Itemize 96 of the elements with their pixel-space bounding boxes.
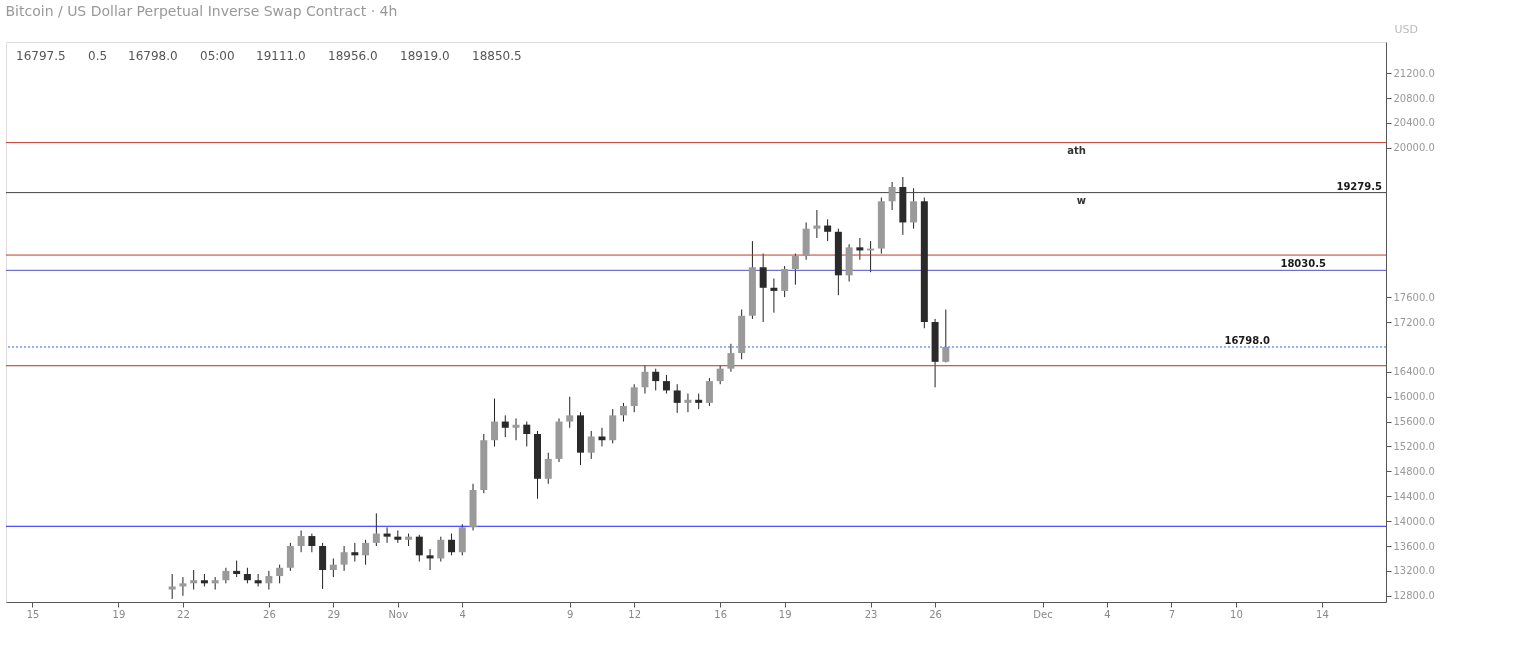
x-tick-label: 29 (327, 608, 341, 620)
y-tick-label: 20400.0 (1393, 117, 1435, 129)
y-tick-label: 13600.0 (1393, 540, 1435, 552)
y-tick-label: 16400.0 (1393, 366, 1435, 378)
y-tick-label: 20800.0 (1393, 92, 1435, 104)
y-tick-label: 21200.0 (1393, 67, 1435, 79)
annotation: 18030.5 (1280, 258, 1327, 270)
candlestick (781, 265, 789, 298)
x-tick-label: 26 (929, 608, 942, 620)
candlestick (491, 398, 499, 447)
candlestick (716, 365, 724, 385)
candlestick (512, 417, 520, 441)
candlestick (770, 277, 778, 314)
annotation: 16797.5 (16, 49, 66, 63)
chart-title: Bitcoin / US Dollar Perpetual Inverse Swap Contract · 4h (5, 3, 398, 19)
annotation: 19111.0 (256, 49, 306, 63)
y-tick-label: 14800.0 (1393, 465, 1435, 477)
candlestick (759, 253, 767, 323)
x-tick-label: 9 (567, 608, 574, 620)
annotation: 18956.0 (328, 49, 378, 63)
y-tick-label: 15600.0 (1393, 416, 1435, 428)
y-tick-label: 16000.0 (1393, 391, 1435, 403)
annotation: 19279.5 (1336, 180, 1383, 192)
candlestick (619, 402, 627, 423)
candlestick (265, 570, 273, 591)
candlestick (791, 253, 799, 286)
candlestick (544, 452, 552, 485)
candlestick (351, 542, 359, 563)
candlestick (426, 548, 434, 571)
candlestick (372, 512, 380, 547)
x-tick-label: 19 (112, 608, 126, 620)
candlestick (598, 427, 606, 447)
ref-line-label: w (1076, 194, 1086, 206)
x-tick-label: 10 (1230, 608, 1243, 620)
x-tick-label: 15 (26, 608, 40, 620)
candlestick (448, 533, 456, 556)
candlestick (276, 564, 284, 584)
y-tick-label: 13200.0 (1393, 565, 1435, 577)
candlestick (179, 576, 187, 597)
candlestick (362, 539, 370, 566)
x-tick-label: Dec (1033, 608, 1053, 620)
annotation: 16798.0 (128, 49, 178, 63)
y-tick-label: 14400.0 (1393, 490, 1435, 502)
candlestick (684, 393, 692, 413)
x-tick-label: 4 (459, 608, 466, 620)
x-tick-label: 19 (778, 608, 792, 620)
candlestick (662, 374, 670, 395)
y-tick-label: 14000.0 (1393, 515, 1435, 527)
candlestick (587, 430, 595, 460)
x-tick-label: 23 (864, 608, 878, 620)
annotation: 18850.5 (472, 49, 522, 63)
x-tick-label: Nov (388, 608, 409, 620)
x-tick-label: 26 (263, 608, 276, 620)
candlestick (824, 218, 832, 242)
candlestick (630, 383, 638, 413)
candlestick (942, 309, 950, 363)
annotation: 0.5 (88, 49, 108, 63)
x-tick-label: 14 (1316, 608, 1329, 620)
y-tick-label: 15200.0 (1393, 440, 1435, 452)
candlestick (888, 181, 896, 211)
candlestick (813, 209, 821, 239)
candlestick (329, 557, 337, 578)
candlestick (340, 545, 348, 572)
candlestick (566, 396, 574, 429)
candlestick (910, 187, 918, 230)
x-tick-label: 16 (714, 608, 728, 620)
y-tick-label: 20000.0 (1393, 142, 1435, 154)
candlestick (652, 368, 660, 391)
candlestick (308, 533, 316, 553)
candlestick (673, 383, 681, 414)
candlestick (437, 536, 445, 563)
candlestick (286, 542, 294, 572)
annotation: 05:00 (200, 49, 235, 63)
candlestick (727, 343, 735, 373)
candlestick (383, 526, 391, 544)
y-axis-title: USD (1394, 22, 1419, 36)
candlestick (705, 377, 713, 407)
candlestick (254, 573, 262, 587)
x-tick-label: 4 (1104, 608, 1111, 620)
candlestick (190, 569, 198, 591)
candlestick (297, 529, 305, 553)
ref-line-label: ath (1067, 144, 1086, 156)
candlestick (856, 237, 864, 261)
x-tick-label: 12 (628, 608, 642, 620)
candlestick (168, 573, 176, 600)
candlestick (641, 365, 649, 395)
y-tick-label: 12800.0 (1393, 590, 1435, 602)
candlestick (501, 414, 509, 438)
annotation: 18919.0 (400, 49, 450, 63)
x-tick-label: 22 (177, 608, 190, 620)
candlestick (523, 421, 531, 447)
x-tick-label: 7 (1168, 608, 1176, 620)
annotation: 16798.0 (1224, 335, 1271, 347)
y-tick-label: 17200.0 (1393, 316, 1435, 328)
y-tick-label: 17600.0 (1393, 291, 1435, 303)
candlestick (415, 534, 423, 563)
